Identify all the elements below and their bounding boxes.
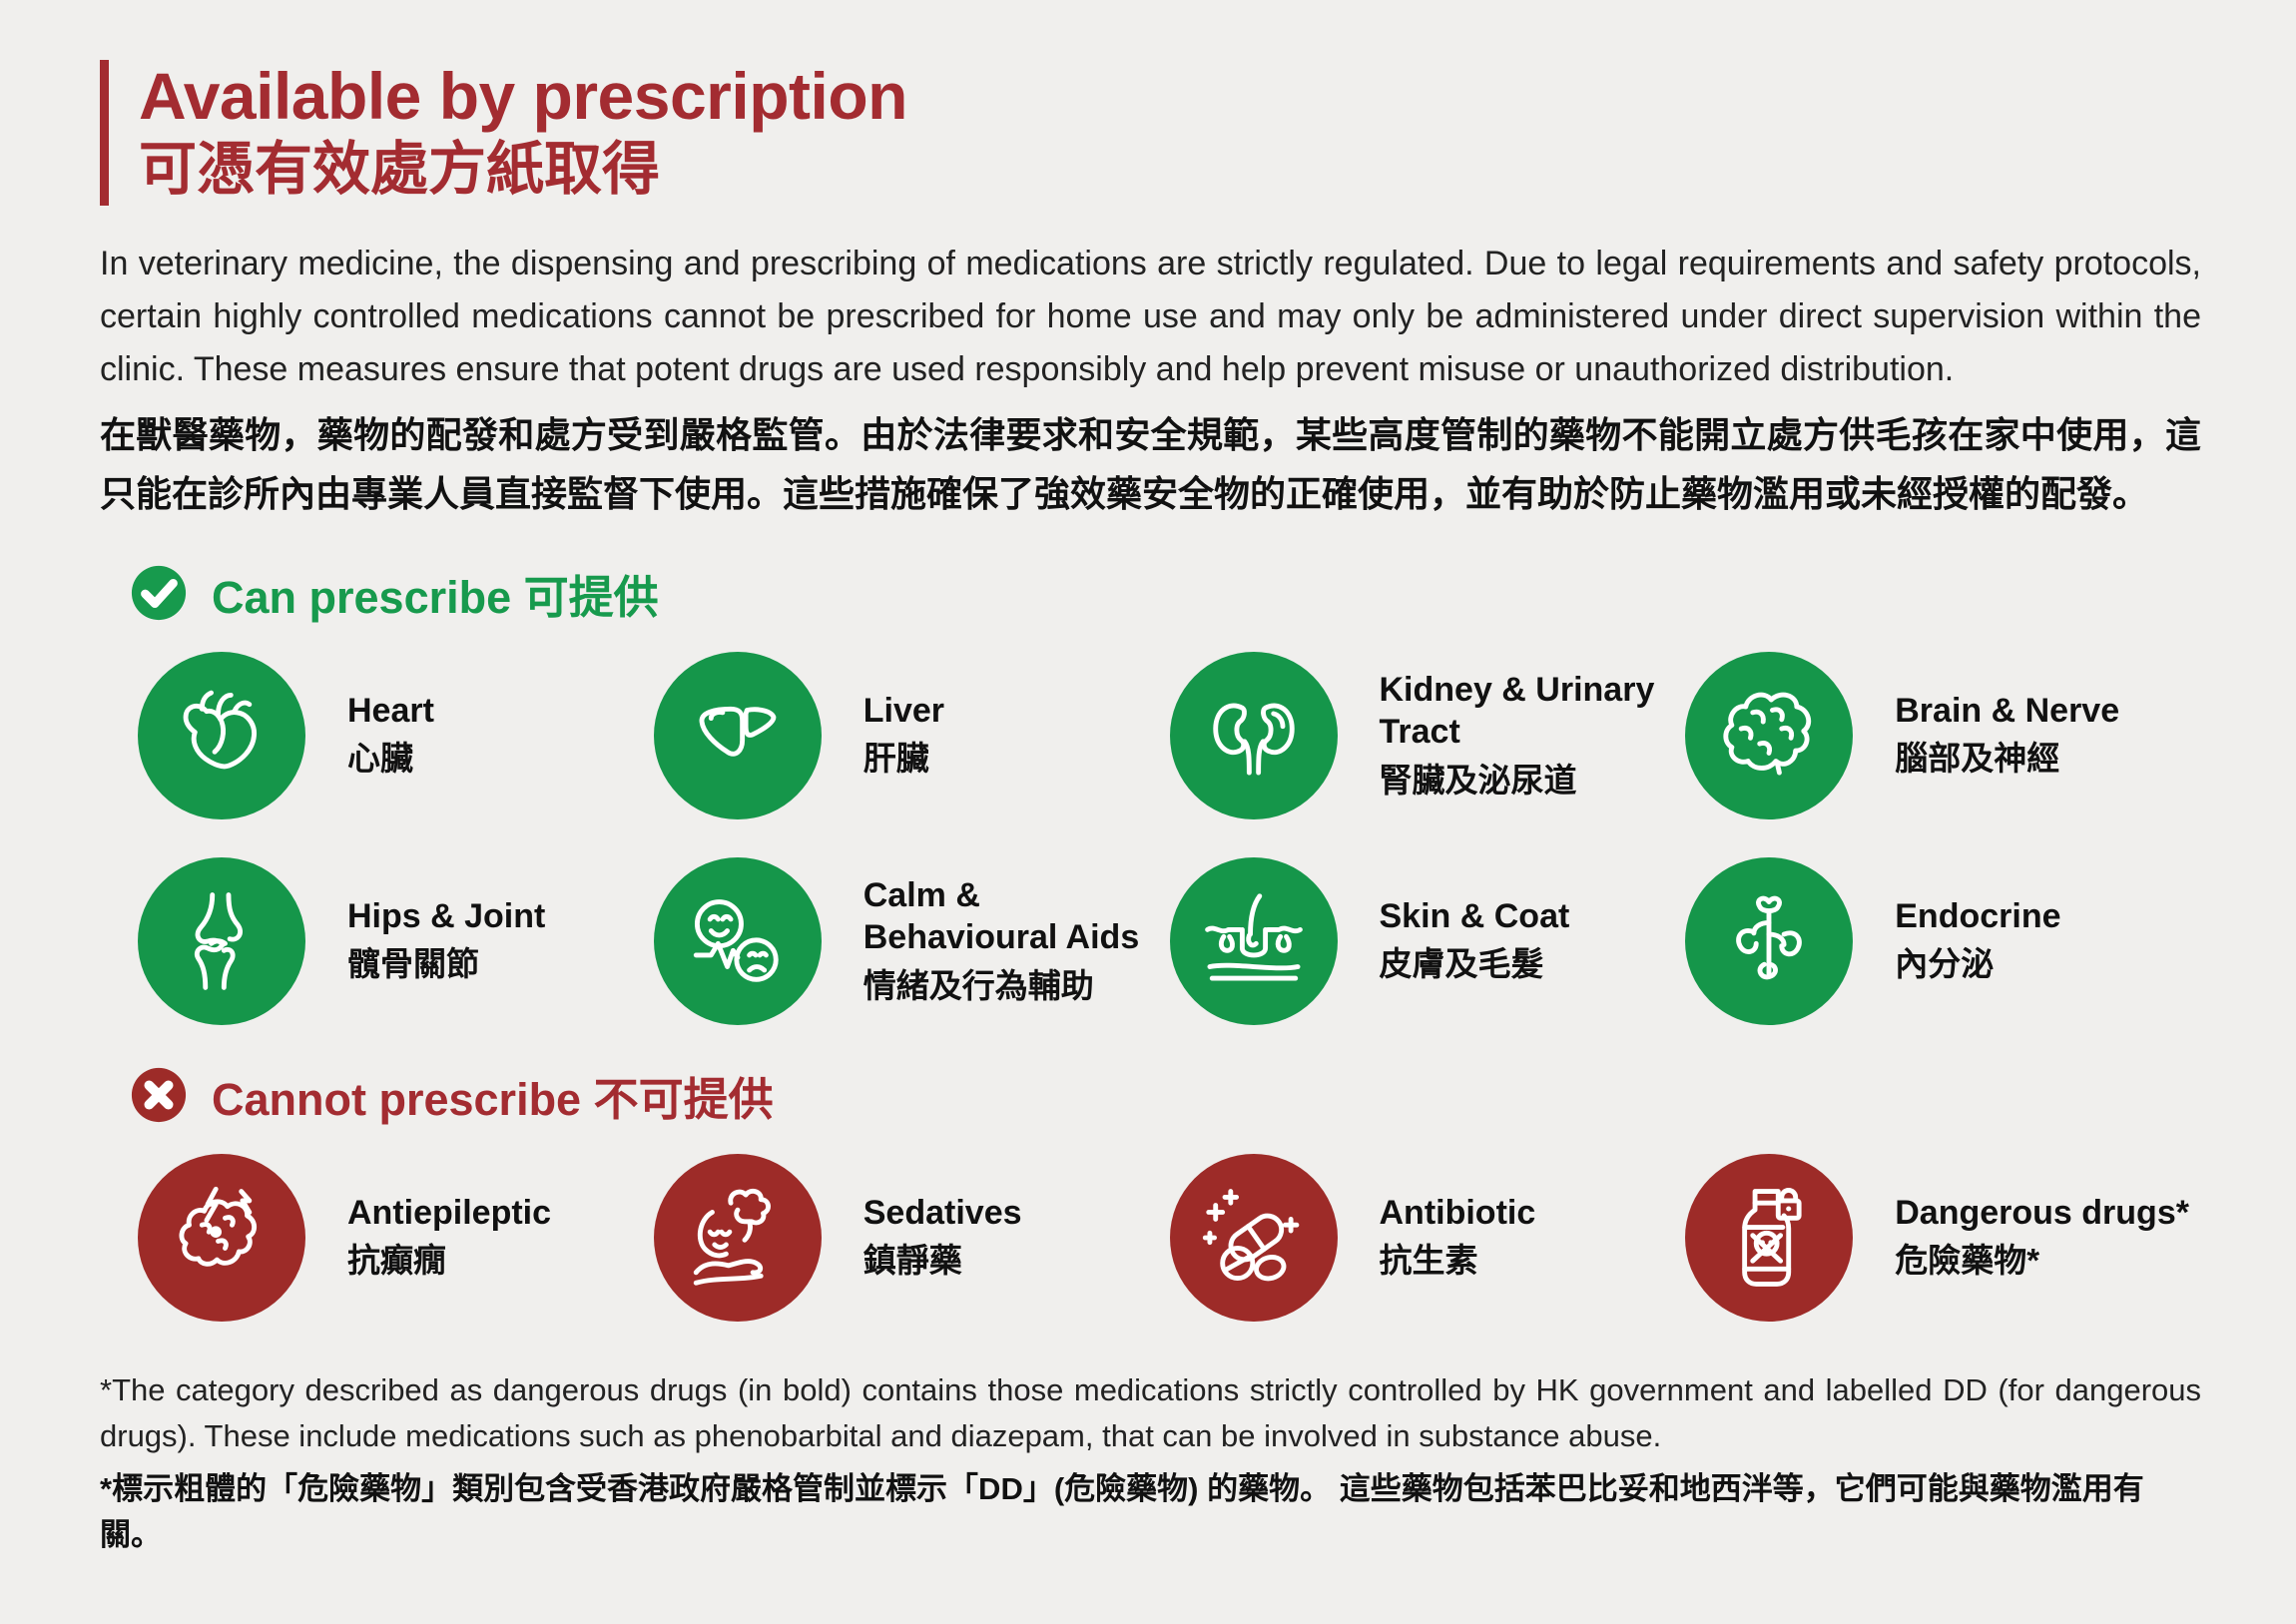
page-title: Available by prescription 可憑有效處方紙取得	[139, 59, 907, 206]
brain-icon	[1723, 692, 1812, 776]
item-label-en: Antibiotic	[1379, 1193, 1536, 1232]
skin-icon	[1204, 892, 1303, 981]
intro: In veterinary medicine, the dispensing a…	[100, 238, 2201, 522]
footnote: *The category described as dangerous dru…	[100, 1367, 2201, 1559]
can-prescribe-heading: Can prescribe 可提供	[130, 561, 2201, 626]
liver-icon	[699, 706, 777, 757]
cross-circle-icon	[131, 1067, 187, 1123]
item-label-en: Liver	[862, 691, 945, 730]
check-circle-icon	[131, 565, 187, 621]
accent-bar	[100, 60, 109, 207]
list-item: Hips & Joint 髖骨關節	[138, 856, 654, 1025]
behaviour-icon	[693, 898, 779, 982]
item-label-en: Heart	[347, 691, 434, 730]
dangerous-drugs-icon	[1742, 1187, 1802, 1287]
item-label-zh: 皮膚及毛髮	[1379, 945, 1544, 983]
can-prescribe-grid: Heart 心臟 Liver 肝臟	[138, 651, 2201, 1025]
list-item: Calm & Behavioural Aids 情緒及行為輔助	[653, 856, 1170, 1025]
intro-paragraph-zh: 在獸醫藥物，藥物的配發和處方受到嚴格監管。由於法律要求和安全規範，某些高度管制的…	[100, 413, 2201, 514]
list-item: Skin & Coat 皮膚及毛髮	[1169, 856, 1686, 1025]
item-label-zh: 情緒及行為輔助	[862, 966, 1094, 1004]
list-item: Dangerous drugs* 危險藥物*	[1685, 1153, 2201, 1322]
list-item: Brain & Nerve 腦部及神經	[1685, 651, 2201, 819]
list-item: Sedatives 鎮靜藥	[653, 1153, 1170, 1322]
list-item: Antiepileptic 抗癲癇	[138, 1153, 654, 1322]
cannot-prescribe-title: Cannot prescribe 不可提供	[212, 1063, 774, 1128]
item-label-zh: 危險藥物*	[1895, 1242, 2040, 1280]
endocrine-icon	[1736, 895, 1803, 979]
can-prescribe-title: Can prescribe 可提供	[212, 561, 659, 626]
joint-icon	[194, 891, 243, 990]
item-label-zh: 肝臟	[862, 740, 929, 778]
list-item: Kidney & Urinary Tract 腎臟及泌尿道	[1169, 651, 1686, 819]
item-label-en: Endocrine	[1895, 896, 2061, 935]
item-label-zh: 髖骨關節	[347, 945, 479, 983]
item-label-en: Antiepileptic	[347, 1193, 552, 1232]
intro-paragraph-en: In veterinary medicine, the dispensing a…	[100, 245, 2201, 389]
cannot-heading-zh: 不可提供	[593, 1073, 774, 1125]
item-label-en: Calm & Behavioural Aids	[862, 875, 1140, 957]
list-item: Antibiotic 抗生素	[1169, 1153, 1686, 1322]
cannot-heading-en: Cannot prescribe	[212, 1073, 582, 1125]
footnote-en: *The category described as dangerous dru…	[100, 1371, 2201, 1454]
footnote-zh: *標示粗體的「危險藥物」類別包含受香港政府嚴格管制並標示「DD」(危險藥物) 的…	[100, 1470, 2144, 1553]
item-label-zh: 腦部及神經	[1895, 740, 2060, 778]
can-heading-zh: 可提供	[523, 571, 659, 623]
cannot-prescribe-heading: Cannot prescribe 不可提供	[130, 1063, 2201, 1128]
item-label-en: Kidney & Urinary Tract	[1379, 670, 1655, 752]
can-heading-en: Can prescribe	[212, 571, 512, 623]
section-can-prescribe: Can prescribe 可提供 Heart 心臟	[100, 561, 2201, 1025]
item-label-zh: 內分泌	[1895, 945, 1995, 983]
item-label-zh: 鎮靜藥	[862, 1242, 962, 1280]
cannot-prescribe-grid: Antiepileptic 抗癲癇	[138, 1153, 2201, 1322]
sedatives-icon	[693, 1188, 771, 1286]
item-label-zh: 心臟	[347, 740, 413, 778]
item-label-zh: 抗癲癇	[347, 1242, 446, 1280]
item-label-en: Brain & Nerve	[1895, 691, 2120, 730]
list-item: Endocrine 內分泌	[1685, 856, 2201, 1025]
item-label-en: Sedatives	[862, 1193, 1022, 1232]
item-label-en: Dangerous drugs*	[1895, 1193, 2189, 1232]
item-label-zh: 腎臟及泌尿道	[1379, 761, 1577, 799]
item-label-en: Hips & Joint	[347, 896, 546, 935]
page-title-zh: 可憑有效處方紙取得	[139, 136, 661, 202]
antiepileptic-icon	[179, 1186, 258, 1267]
antibiotic-icon	[1202, 1188, 1299, 1281]
page-title-en: Available by prescription	[139, 59, 907, 133]
section-cannot-prescribe: Cannot prescribe 不可提供	[100, 1063, 2201, 1322]
header: Available by prescription 可憑有效處方紙取得	[100, 59, 2201, 207]
item-label-zh: 抗生素	[1379, 1242, 1478, 1280]
kidney-icon	[1212, 703, 1295, 776]
item-label-en: Skin & Coat	[1379, 896, 1570, 935]
list-item: Heart 心臟	[138, 651, 654, 819]
heart-icon	[183, 690, 257, 769]
list-item: Liver 肝臟	[653, 651, 1170, 819]
